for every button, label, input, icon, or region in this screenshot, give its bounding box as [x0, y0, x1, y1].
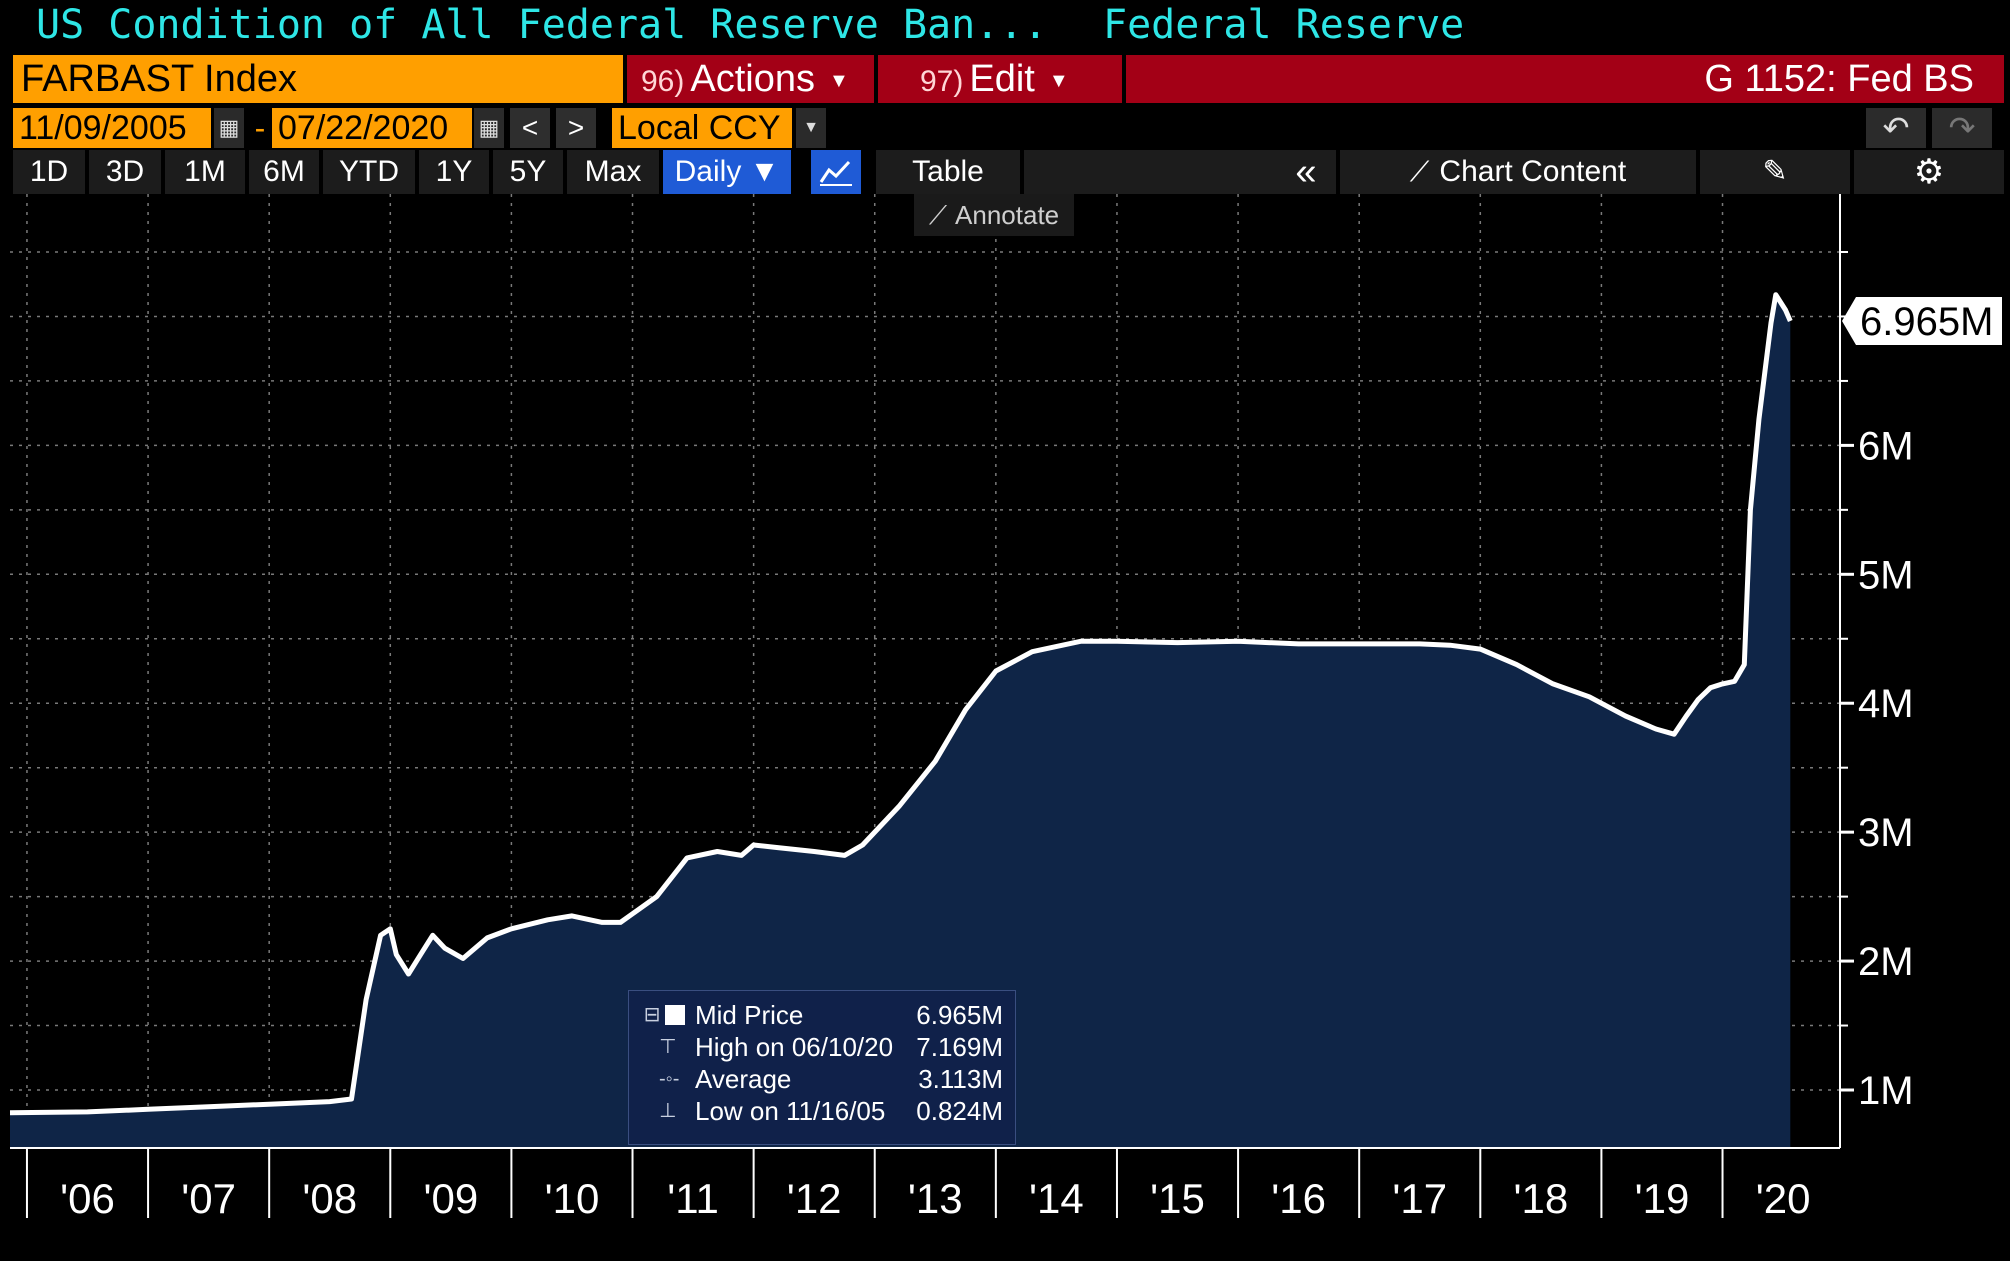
chevron-down-icon: ▼ — [1048, 69, 1069, 92]
security-title: US Condition of All Federal Reserve Ban.… — [36, 2, 1048, 48]
series-line — [9, 292, 1793, 1116]
collapse-box-icon[interactable]: ⊟ — [643, 1004, 661, 1026]
end-date-input[interactable]: 07/22/2020 — [272, 108, 472, 148]
chart-area[interactable]: 1M 2M 3M 4M 5M 6M '06 '07 '08 '09 '10 '11 '12 '13 '14 '… — [0, 194, 2010, 1261]
x-tick-label: '19 — [1635, 1175, 1690, 1222]
range-1m-button[interactable]: 1M — [165, 150, 245, 194]
low-marker-icon: ⊥ — [659, 1100, 677, 1122]
x-tick-label: '08 — [302, 1175, 357, 1222]
edit-menu-button[interactable]: 97) Edit ▼ — [878, 55, 1122, 103]
edit-chart-icon[interactable]: ✎ — [1700, 150, 1850, 194]
chart-content-label: Chart Content — [1439, 155, 1627, 188]
gear-icon[interactable]: ⚙ — [1854, 150, 2004, 194]
area-fill — [10, 294, 1791, 1148]
actions-number: 96) — [641, 65, 685, 98]
legend-value: 6.965M — [916, 1000, 1003, 1030]
legend-label: Average — [695, 1064, 792, 1094]
title-bar: US Condition of All Federal Reserve Ban.… — [0, 0, 2010, 52]
x-tick-label: '06 — [60, 1175, 115, 1222]
average-marker-icon: -◦- — [659, 1068, 680, 1090]
x-tick-label: '11 — [667, 1175, 719, 1222]
calendar-icon[interactable]: ▦ — [214, 108, 244, 148]
next-period-button[interactable]: > — [556, 108, 596, 148]
last-value-label: 6.965M — [1860, 300, 1993, 344]
legend-label: Low on 11/16/05 — [695, 1096, 886, 1126]
legend-swatch — [665, 1005, 685, 1025]
x-tick-label: '18 — [1513, 1175, 1568, 1222]
y-tick-label: 6M — [1858, 424, 1914, 468]
range-ytd-button[interactable]: YTD — [323, 150, 415, 194]
chart-content-button[interactable]: ⟋ Chart Content — [1340, 150, 1696, 194]
start-date-input[interactable]: 11/09/2005 — [13, 108, 211, 148]
pencil-icon: ⟋ — [928, 200, 948, 230]
range-bar: 1D 3D 1M 6M YTD 1Y 5Y Max Daily ▼ Table … — [0, 150, 2010, 194]
edit-number: 97) — [920, 65, 964, 98]
legend: ⊟ Mid Price 6.965M ⊤ High on 06/10/20 7.… — [628, 990, 1016, 1145]
line-chart-icon[interactable] — [811, 150, 861, 194]
annotate-button[interactable]: ⟋ Annotate — [914, 194, 1074, 236]
chevron-down-icon: ▼ — [828, 69, 849, 92]
source-label: Federal Reserve — [1103, 2, 1465, 48]
date-separator: - — [254, 110, 266, 146]
x-tick-label: '10 — [545, 1175, 600, 1222]
x-tick-label: '07 — [181, 1175, 236, 1222]
undo-icon[interactable]: ↶ — [1866, 108, 1926, 148]
last-value-marker: 6.965M — [1842, 296, 2002, 345]
collapse-icon[interactable]: « — [1276, 150, 1336, 194]
currency-select[interactable]: Local CCY — [612, 108, 792, 148]
legend-row-high: ⊤ High on 06/10/20 7.169M — [629, 1031, 1015, 1063]
chevron-down-icon[interactable]: ▼ — [796, 108, 826, 148]
y-tick-label: 3M — [1858, 811, 1914, 855]
range-1d-button[interactable]: 1D — [13, 150, 85, 194]
x-tick-label: '17 — [1392, 1175, 1447, 1222]
legend-label: High on 06/10/20 — [695, 1032, 894, 1062]
function-code[interactable]: G 1152: Fed BS — [1126, 55, 2004, 103]
x-tick-label: '09 — [423, 1175, 478, 1222]
x-tick-label: '20 — [1756, 1175, 1811, 1222]
actions-menu-button[interactable]: 96) Actions ▼ — [627, 55, 874, 103]
high-marker-icon: ⊤ — [659, 1036, 677, 1058]
table-button[interactable]: Table — [876, 150, 1020, 194]
annotate-label: Annotate — [955, 200, 1060, 230]
x-tick-label: '13 — [908, 1175, 963, 1222]
legend-row-average: -◦- Average 3.113M — [629, 1063, 1015, 1095]
y-tick-label: 4M — [1858, 682, 1914, 726]
frequency-select[interactable]: Daily ▼ — [663, 150, 791, 194]
axes: 1M 2M 3M 4M 5M 6M '06 '07 '08 '09 '10 '11 '12 '13 '14 '… — [10, 194, 1914, 1222]
legend-row-mid: ⊟ Mid Price 6.965M — [629, 999, 1015, 1031]
calendar-icon[interactable]: ▦ — [474, 108, 504, 148]
command-bar: FARBAST Index 96) Actions ▼ 97) Edit ▼ G 115… — [0, 55, 2010, 105]
legend-value: 7.169M — [916, 1032, 1003, 1062]
range-6m-button[interactable]: 6M — [249, 150, 319, 194]
chart-content-icon: ⟋ — [1409, 156, 1430, 187]
date-bar: 11/09/2005 ▦ - 07/22/2020 ▦ < > Local CC… — [0, 108, 2010, 150]
x-tick-label: '14 — [1029, 1175, 1084, 1222]
legend-row-low: ⊥ Low on 11/16/05 0.824M — [629, 1095, 1015, 1127]
legend-value: 3.113M — [918, 1064, 1003, 1094]
redo-icon[interactable]: ↷ — [1932, 108, 1992, 148]
y-tick-label: 1M — [1858, 1069, 1914, 1113]
y-tick-label: 5M — [1858, 553, 1914, 597]
range-1y-button[interactable]: 1Y — [419, 150, 489, 194]
x-tick-label: '15 — [1150, 1175, 1205, 1222]
range-max-button[interactable]: Max — [567, 150, 659, 194]
actions-label: Actions — [690, 58, 815, 100]
range-3d-button[interactable]: 3D — [89, 150, 161, 194]
prev-period-button[interactable]: < — [510, 108, 550, 148]
y-tick-label: 2M — [1858, 940, 1914, 984]
x-tick-label: '12 — [787, 1175, 842, 1222]
legend-label: Mid Price — [695, 1000, 804, 1030]
range-5y-button[interactable]: 5Y — [493, 150, 563, 194]
legend-value: 0.824M — [916, 1096, 1003, 1126]
edit-label: Edit — [969, 58, 1035, 100]
line-chart-icon-glyph — [819, 160, 852, 186]
x-tick-label: '16 — [1271, 1175, 1326, 1222]
ticker-field[interactable]: FARBAST Index — [13, 55, 623, 103]
